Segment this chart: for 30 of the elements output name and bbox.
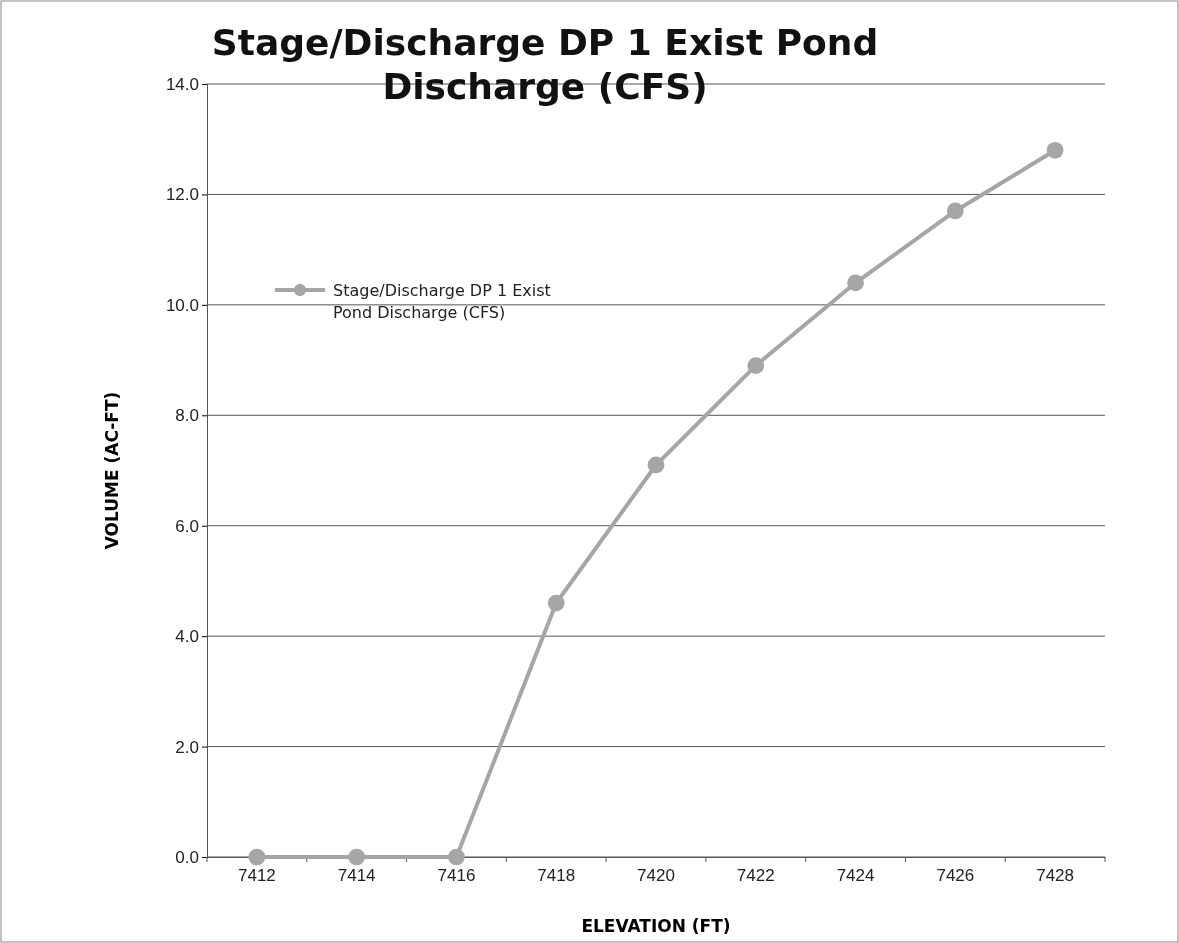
point	[348, 848, 366, 866]
point	[946, 202, 964, 220]
point	[847, 274, 864, 292]
x-tick-label: 7418	[537, 866, 576, 886]
x-tick-label: 7414	[337, 866, 376, 886]
y-tick-label: 2.0	[175, 737, 199, 757]
y-tick-label: 12.0	[165, 185, 199, 205]
chart-title: Stage/Discharge DP 1 Exist Pond Discharge (CFS)	[211, 22, 879, 107]
y-tick-label: 10.0	[165, 295, 199, 315]
x-axis-title: ELEVATION (FT)	[581, 916, 731, 936]
y-tick-label: 6.0	[175, 516, 199, 536]
y-axis-title: VOLUME (AC-FT)	[102, 391, 122, 550]
point	[647, 456, 665, 474]
x-tick-label: 7426	[936, 866, 975, 886]
y-tick-label: 8.0	[175, 406, 199, 426]
y-tick-label: 14.0	[165, 74, 199, 94]
x-tick-label: 7416	[437, 866, 476, 886]
x-tick-label: 7420	[637, 866, 675, 886]
point	[547, 594, 565, 612]
point	[448, 848, 465, 866]
x-tick-label: 7422	[736, 866, 775, 886]
x-tick-label: 7428	[1036, 866, 1075, 886]
y-tick-label: 0.0	[175, 847, 199, 867]
x-tick-label: 7412	[237, 866, 276, 886]
y-tick-label: 4.0	[175, 627, 199, 647]
point	[1046, 141, 1064, 159]
point	[248, 848, 266, 866]
point	[747, 357, 765, 374]
legend-label: Stage/Discharge DP 1 Exist Pond Discharge (CFS)	[333, 281, 551, 322]
x-tick-label: 7424	[836, 866, 875, 886]
